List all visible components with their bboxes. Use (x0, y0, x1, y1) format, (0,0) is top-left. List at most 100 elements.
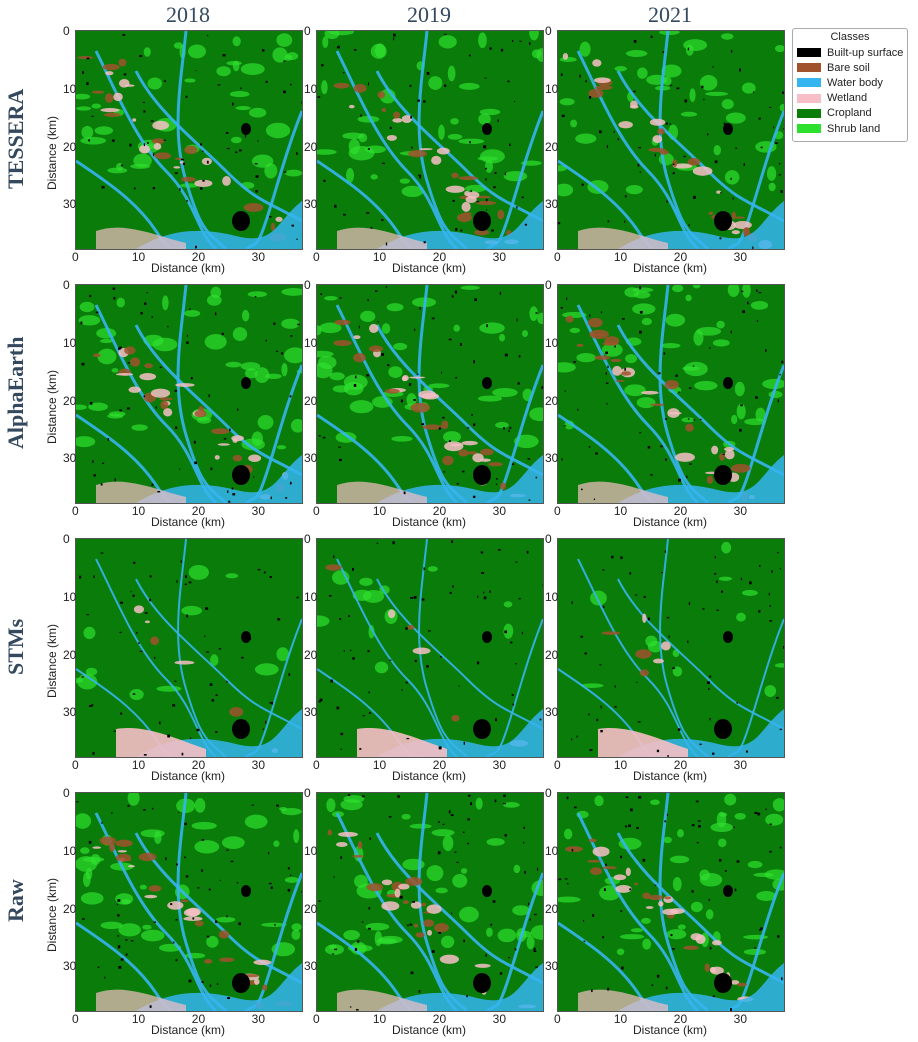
built-up-speck (443, 84, 447, 87)
built-up-speck (769, 605, 771, 607)
built-up-speck (589, 749, 593, 752)
shrub-patch (96, 327, 117, 339)
shrub-patch (503, 802, 520, 808)
built-up-speck (382, 162, 385, 165)
built-up-speck (287, 888, 291, 892)
bare-soil-patch (232, 437, 238, 443)
built-up-speck (276, 804, 279, 807)
built-up-speck (387, 364, 390, 367)
bare-soil-patch (683, 945, 699, 950)
built-up-speck (376, 542, 379, 544)
shrub-patch (694, 380, 718, 391)
built-up-speck (693, 419, 696, 421)
built-up-speck (354, 375, 357, 379)
bare-soil-patch (218, 930, 230, 939)
built-up-speck (348, 615, 350, 618)
built-up-speck (485, 178, 487, 181)
wetland-patch (474, 229, 490, 236)
built-up-speck (179, 468, 181, 470)
built-up-speck (512, 703, 514, 706)
built-up-speck (566, 882, 569, 885)
built-up-speck (269, 701, 273, 704)
shrub-patch (665, 313, 686, 327)
built-up-speck (340, 732, 344, 736)
built-up-speck (672, 667, 676, 669)
shrub-patch (281, 288, 307, 296)
shrub-patch (659, 29, 680, 36)
built-up-speck (564, 878, 568, 880)
wetland-patch (649, 118, 666, 126)
shrub-patch (130, 163, 151, 169)
built-up-speck (100, 552, 104, 554)
built-up-speck (455, 227, 458, 231)
built-up-speck (607, 365, 609, 369)
y-axis-label: Distance (km) (45, 369, 59, 444)
bare-soil-patch (413, 923, 419, 928)
built-up-speck (600, 311, 603, 314)
y-tick-label: 10 (63, 335, 77, 350)
built-up-speck (596, 718, 599, 722)
built-up-speck (356, 1009, 359, 1011)
shrub-patch (442, 835, 454, 852)
built-up-speck (775, 696, 779, 699)
river-channel (376, 578, 544, 730)
built-up-speck (495, 718, 497, 722)
built-up-speck (778, 174, 782, 176)
built-up-speck (494, 799, 497, 803)
wetland-patch (461, 440, 478, 446)
shrub-patch (736, 403, 746, 420)
shrub-patch (647, 640, 663, 653)
shrub-patch (486, 927, 493, 938)
built-up-speck (516, 206, 518, 209)
wetland-patch (262, 984, 268, 991)
built-up-speck (535, 476, 538, 479)
bare-soil-patch (431, 155, 442, 165)
wetland-patch (333, 339, 352, 347)
shrub-patch (319, 322, 342, 334)
x-tick-label: 0 (554, 504, 561, 518)
x-tick-label: 10 (131, 504, 146, 518)
built-up-speck (408, 383, 412, 386)
shrub-patch (78, 315, 101, 326)
built-up-speck (153, 153, 155, 157)
built-up-speck (413, 399, 416, 401)
bare-soil-patch (139, 144, 150, 154)
shrub-patch (79, 301, 95, 313)
shrub-patch (235, 106, 251, 111)
legend-label: Built-up surface (827, 46, 904, 59)
y-tick-label: 20 (63, 393, 77, 408)
built-up-speck (261, 49, 265, 52)
built-up-speck (317, 96, 321, 98)
built-up-speck (503, 794, 506, 798)
built-up-speck (666, 813, 669, 817)
built-up-speck (614, 685, 616, 688)
shrub-patch (291, 929, 301, 941)
built-up-speck (634, 594, 638, 596)
river-channel (335, 812, 459, 1013)
river-channel (617, 578, 785, 730)
built-up-speck (754, 947, 756, 949)
wetland-patch (151, 138, 165, 145)
wetland-patch (497, 209, 505, 220)
built-up-speck (389, 659, 392, 661)
built-up-speck (600, 730, 603, 733)
built-up-speck (403, 491, 406, 495)
built-up-speck (706, 133, 709, 136)
built-up-speck (456, 483, 459, 485)
x-tick-label: 0 (72, 1012, 79, 1026)
shrub-patch (513, 864, 521, 874)
wetland-patch (393, 111, 401, 119)
shrub-patch (666, 929, 687, 940)
built-up-speck (768, 592, 770, 596)
built-up-speck (598, 130, 602, 134)
built-up-speck (524, 223, 528, 226)
built-up-speck (182, 162, 186, 165)
built-up-speck (439, 656, 442, 658)
x-axis-label: Distance (km) (391, 769, 466, 783)
built-up-speck (92, 752, 95, 755)
x-tick-label: 30 (733, 504, 748, 518)
y-tick-label: 30 (545, 705, 559, 720)
land-cover-map (70, 538, 303, 760)
bare-soil-patch (476, 195, 491, 199)
shrub-patch (399, 178, 410, 184)
